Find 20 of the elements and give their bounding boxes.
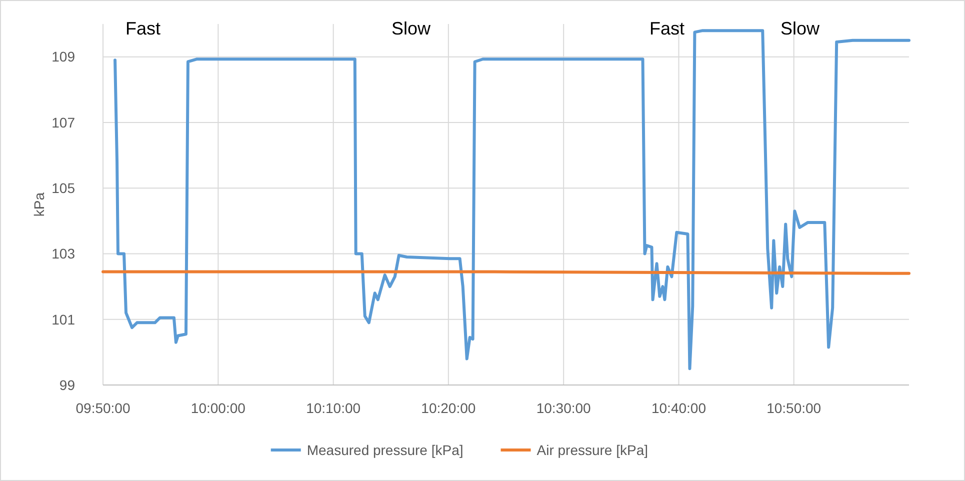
- x-tick-label: 10:50:00: [766, 400, 822, 416]
- annotation: Fast: [649, 18, 685, 38]
- y-tick-label: 105: [52, 180, 76, 196]
- y-tick-label: 103: [52, 246, 76, 262]
- y-axis-title: kPa: [31, 192, 47, 217]
- x-tick-label: 10:40:00: [651, 400, 706, 416]
- y-tick-label: 109: [52, 48, 76, 65]
- y-tick-label: 101: [52, 311, 76, 328]
- legend-label: Measured pressure [kPa]: [306, 442, 464, 458]
- annotation: Slow: [780, 18, 821, 38]
- annotation: Fast: [125, 18, 161, 38]
- x-tick-label: 10:00:00: [190, 400, 246, 416]
- x-tick-label: 10:30:00: [536, 400, 592, 416]
- annotation: Slow: [391, 18, 432, 38]
- y-tick-label: 99: [59, 376, 76, 393]
- y-tick-label: 107: [52, 114, 76, 130]
- x-tick-label: 10:10:00: [306, 400, 361, 416]
- legend-label: Air pressure [kPa]: [536, 442, 648, 458]
- x-tick-label: 09:50:00: [76, 400, 130, 416]
- x-tick-label: 10:20:00: [421, 400, 476, 416]
